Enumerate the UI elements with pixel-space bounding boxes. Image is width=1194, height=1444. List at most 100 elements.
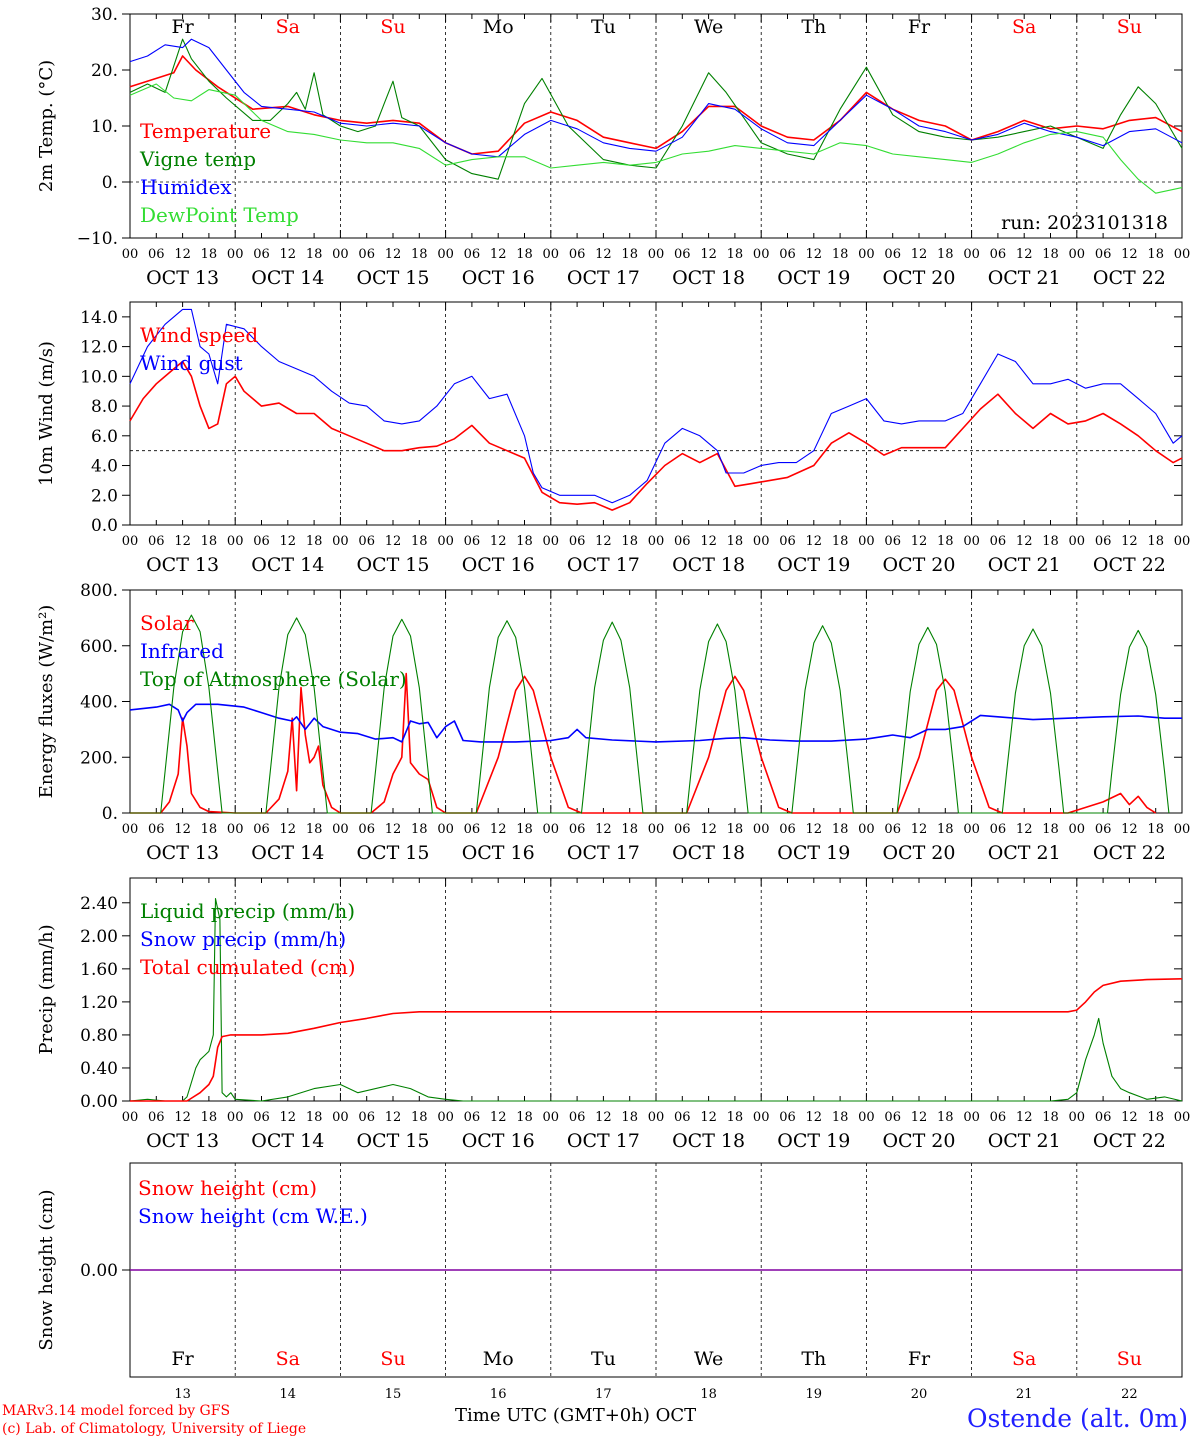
date-label: OCT 14 xyxy=(251,842,324,864)
y-axis-label: 10m Wind (m/s) xyxy=(36,341,57,486)
date-label: OCT 20 xyxy=(882,1130,955,1152)
hour-tick-label: 06 xyxy=(990,247,1007,262)
hour-tick-label: 18 xyxy=(1147,1110,1164,1125)
series-line xyxy=(129,308,1183,504)
y-tick-label: 8.0 xyxy=(91,397,118,417)
y-axis-label: Precip (mm/h) xyxy=(36,924,57,1054)
date-label: OCT 19 xyxy=(777,554,850,576)
hour-tick-label: 06 xyxy=(1095,534,1112,549)
hour-tick-label: 06 xyxy=(464,247,481,262)
date-label: OCT 17 xyxy=(567,1130,640,1152)
date-label: 19 xyxy=(806,1387,823,1402)
hour-tick-label: 06 xyxy=(358,247,375,262)
date-label: OCT 20 xyxy=(882,554,955,576)
hour-tick-label: 12 xyxy=(806,822,823,837)
hour-tick-label: 00 xyxy=(543,534,560,549)
date-label: OCT 22 xyxy=(1093,267,1166,289)
hour-tick-label: 12 xyxy=(700,247,717,262)
hour-tick-label: 18 xyxy=(306,247,323,262)
date-label: OCT 22 xyxy=(1093,554,1166,576)
hour-tick-label: 00 xyxy=(858,1110,875,1125)
hour-tick-label: 06 xyxy=(358,822,375,837)
hour-tick-label: 12 xyxy=(595,247,612,262)
hour-tick-label: 12 xyxy=(911,822,928,837)
date-label: OCT 13 xyxy=(146,842,219,864)
y-tick-label: 4.0 xyxy=(91,457,118,477)
y-tick-label: 0. xyxy=(102,804,118,824)
hour-tick-label: 12 xyxy=(911,1110,928,1125)
series-line xyxy=(129,38,1183,180)
y-tick-label: 0. xyxy=(102,173,118,193)
hour-tick-label: 12 xyxy=(385,247,402,262)
hour-tick-label: 06 xyxy=(464,1110,481,1125)
date-label: OCT 21 xyxy=(988,1130,1061,1152)
y-axis-label: Energy fluxes (W/m²) xyxy=(36,605,57,799)
series-line xyxy=(129,703,1182,743)
hour-tick-label: 12 xyxy=(1016,534,1033,549)
hour-tick-label: 06 xyxy=(1095,1110,1112,1125)
hour-tick-label: 00 xyxy=(963,247,980,262)
hour-tick-label: 12 xyxy=(1121,822,1138,837)
hour-tick-label: 12 xyxy=(385,1110,402,1125)
y-tick-label: 0.00 xyxy=(80,1092,118,1112)
y-tick-label: 200. xyxy=(80,748,118,768)
date-label: OCT 19 xyxy=(777,842,850,864)
hour-tick-label: 18 xyxy=(621,534,638,549)
hour-tick-label: 12 xyxy=(806,1110,823,1125)
y-tick-label: 1.20 xyxy=(80,993,118,1013)
date-label: 13 xyxy=(174,1387,191,1402)
hour-tick-label: 00 xyxy=(437,534,454,549)
hour-tick-label: 06 xyxy=(358,534,375,549)
hour-tick-label: 18 xyxy=(306,534,323,549)
y-tick-label: 0.00 xyxy=(80,1261,118,1281)
y-tick-label: 0.80 xyxy=(80,1026,118,1046)
hour-tick-label: 12 xyxy=(490,534,507,549)
hour-tick-label: 00 xyxy=(543,247,560,262)
hour-tick-label: 12 xyxy=(700,1110,717,1125)
hour-tick-label: 00 xyxy=(648,534,665,549)
date-label: OCT 16 xyxy=(462,554,535,576)
legend-entry: Vigne temp xyxy=(139,147,256,171)
hour-tick-label: 06 xyxy=(779,247,796,262)
y-axis-label: Snow height (cm) xyxy=(36,1189,57,1350)
weekday-label: Sa xyxy=(276,1348,300,1370)
hour-tick-label: 12 xyxy=(806,247,823,262)
hour-tick-label: 18 xyxy=(201,1110,218,1125)
hour-tick-label: 18 xyxy=(1042,1110,1059,1125)
y-tick-label: 2.0 xyxy=(91,486,118,506)
hour-tick-label: 06 xyxy=(148,534,165,549)
run-annotation: run: 2023101318 xyxy=(1001,212,1168,234)
date-label: OCT 18 xyxy=(672,1130,745,1152)
y-tick-label: 12.0 xyxy=(80,338,118,358)
y-tick-label: 400. xyxy=(80,693,118,713)
weekday-label: Mo xyxy=(483,1348,514,1370)
hour-tick-label: 12 xyxy=(1016,247,1033,262)
date-label: OCT 14 xyxy=(251,1130,324,1152)
hour-tick-label: 06 xyxy=(569,822,586,837)
hour-tick-label: 18 xyxy=(937,822,954,837)
weekday-label: Tu xyxy=(591,16,616,38)
hour-tick-label: 12 xyxy=(595,822,612,837)
hour-tick-label: 00 xyxy=(753,247,770,262)
hour-tick-label: 12 xyxy=(280,534,297,549)
hour-tick-label: 06 xyxy=(569,534,586,549)
series-line xyxy=(130,614,1170,814)
y-tick-label: 1.60 xyxy=(80,960,118,980)
date-label: OCT 13 xyxy=(146,554,219,576)
hour-tick-label: 00 xyxy=(332,534,349,549)
hour-tick-label: 18 xyxy=(1147,247,1164,262)
date-label: OCT 16 xyxy=(462,267,535,289)
y-tick-label: 800. xyxy=(80,581,118,601)
hour-tick-label: 06 xyxy=(148,247,165,262)
hour-tick-label: 06 xyxy=(779,822,796,837)
hour-tick-label: 18 xyxy=(201,534,218,549)
hour-tick-label: 00 xyxy=(332,247,349,262)
hour-tick-label: 00 xyxy=(332,822,349,837)
date-label: 16 xyxy=(490,1387,507,1402)
date-label: 17 xyxy=(595,1387,612,1402)
hour-tick-label: 12 xyxy=(911,247,928,262)
hour-tick-label: 00 xyxy=(963,822,980,837)
hour-tick-label: 06 xyxy=(990,1110,1007,1125)
hour-tick-label: 12 xyxy=(1121,1110,1138,1125)
